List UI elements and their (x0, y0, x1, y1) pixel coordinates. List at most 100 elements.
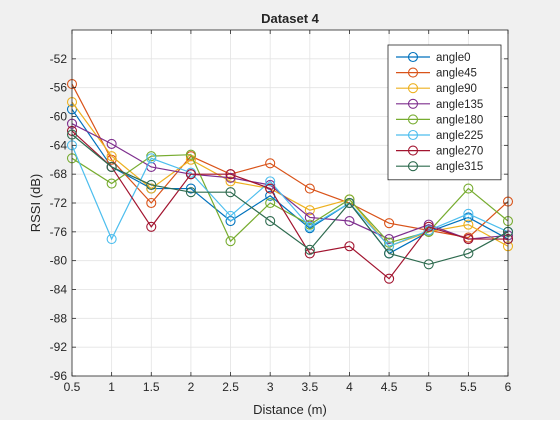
legend-item: angle225 (396, 129, 483, 142)
x-tick-label: 5.5 (460, 380, 477, 394)
data-point (384, 237, 395, 248)
y-tick-label: -96 (50, 369, 68, 383)
data-point (106, 151, 117, 162)
legend-item: angle135 (396, 98, 483, 111)
legend-marker (407, 98, 419, 109)
data-point (384, 273, 395, 284)
data-point (463, 208, 474, 219)
y-axis-label: RSSI (dB) (28, 174, 43, 233)
data-point (304, 221, 315, 232)
data-point (106, 161, 117, 173)
legend-marker (407, 67, 419, 78)
data-point (384, 233, 395, 245)
data-point (225, 172, 236, 183)
legend-item: angle90 (396, 83, 477, 95)
series-line-angle45 (71, 83, 509, 239)
legend-label: angle180 (436, 114, 483, 126)
data-point (185, 187, 196, 198)
legend-item: angle315 (396, 161, 483, 173)
series-layer (66, 79, 514, 284)
data-point (225, 210, 236, 222)
series-line-angle90 (71, 101, 509, 247)
data-point (265, 197, 276, 209)
y-tick-label: -64 (50, 138, 68, 152)
data-point (146, 197, 157, 209)
legend-label: angle270 (436, 146, 483, 158)
data-point (265, 215, 276, 227)
data-point (225, 236, 236, 247)
x-tick-label: 3.5 (301, 380, 318, 394)
x-tick-label: 3 (267, 380, 274, 394)
series-line-angle270 (71, 130, 508, 280)
legend-marker (407, 114, 419, 125)
legend-label: angle225 (436, 130, 483, 142)
legend-label: angle315 (436, 161, 483, 173)
x-tick-label: 1 (108, 380, 115, 394)
legend-marker (407, 83, 419, 94)
data-point (265, 176, 276, 187)
x-tick-label: 4.5 (381, 380, 398, 394)
y-tick-label: -56 (50, 81, 68, 95)
legend-label: angle45 (436, 68, 477, 80)
data-point (146, 179, 157, 191)
y-tick-label: -80 (50, 254, 68, 268)
data-point (384, 248, 395, 259)
data-point (463, 233, 474, 245)
legend-item: angle45 (396, 67, 477, 80)
y-tick-label: -92 (50, 340, 68, 354)
series-line-angle225 (71, 145, 509, 247)
series-line-angle180 (71, 154, 509, 244)
legend-box (387, 44, 502, 181)
data-point (344, 197, 355, 209)
legend-marker (407, 129, 419, 141)
data-point (265, 158, 276, 169)
x-axis-label: Distance (m) (253, 402, 327, 417)
data-point (463, 219, 474, 230)
x-tick-label: 6 (505, 380, 512, 394)
data-point (225, 187, 236, 198)
legend-item: angle270 (396, 145, 483, 158)
axis-ticks: 0.5 1 1.5 2 2.5 3 3.5 4 4.5 5 5.5 6 -96 -92 -88 -84 -80 -… (50, 30, 512, 394)
y-tick-label: -84 (50, 283, 68, 297)
data-point (265, 183, 276, 194)
y-tick-label: -88 (50, 311, 68, 325)
data-point (423, 225, 434, 236)
legend-label: angle90 (436, 83, 477, 95)
y-tick-label: -76 (50, 225, 68, 239)
data-point (106, 233, 117, 245)
data-point (146, 153, 157, 164)
legend-label: angle135 (436, 99, 483, 111)
data-point (463, 212, 474, 223)
legend-marker (407, 145, 419, 156)
y-tick-label: -60 (50, 110, 68, 124)
x-tick-label: 2.5 (222, 380, 239, 394)
data-point (344, 215, 355, 227)
legend-label: angle0 (436, 52, 471, 64)
legend-item: angle0 (396, 51, 471, 64)
data-point (185, 183, 196, 194)
data-point (106, 138, 117, 149)
x-tick-label: 1.5 (143, 380, 160, 394)
data-point (146, 183, 157, 194)
data-point (146, 221, 157, 232)
chart-title: Dataset 4 (261, 11, 320, 26)
legend-item: angle180 (396, 114, 483, 126)
series-line-angle315 (71, 134, 509, 265)
data-point (463, 183, 474, 194)
data-point (463, 248, 474, 259)
data-point (304, 183, 315, 194)
data-point (106, 178, 117, 189)
x-tick-label: 2 (188, 380, 195, 394)
data-point (384, 218, 395, 229)
data-point (225, 169, 236, 180)
y-tick-label: -52 (50, 52, 68, 66)
data-point (304, 244, 315, 255)
y-tick-label: -68 (50, 167, 68, 181)
data-point (344, 241, 355, 252)
legend-marker (407, 161, 419, 172)
legend-marker (407, 51, 419, 63)
data-point (304, 205, 315, 216)
data-point (225, 176, 236, 187)
